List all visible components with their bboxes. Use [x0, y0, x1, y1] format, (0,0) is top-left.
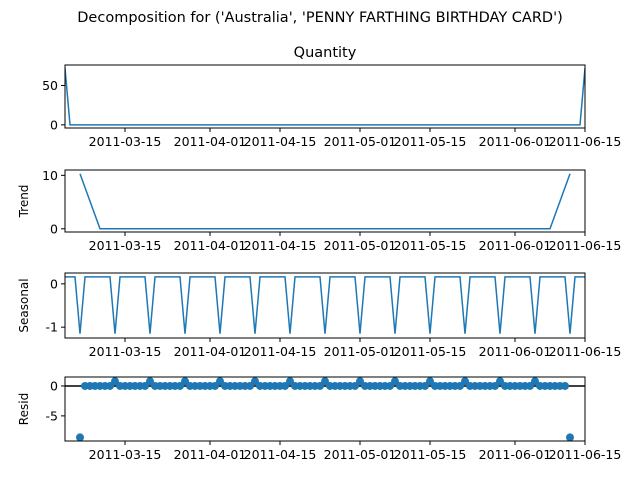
resid-point [111, 377, 119, 386]
plot-area [65, 276, 585, 334]
resid-point [316, 381, 324, 390]
subplot-3: Seasonal -1 0 2011-03-15 2011-04-012011-04-1… [17, 272, 622, 359]
resid-point [246, 381, 254, 390]
x-tick-label: 2011-05-01 [324, 447, 397, 462]
x-tick-label: 2011-04-01 [174, 344, 247, 359]
axes-frame [64, 272, 586, 339]
x-tick-label: 2011-06-01 [479, 447, 552, 462]
resid-point [286, 377, 294, 386]
y-axis-label: Resid [17, 393, 31, 425]
x-tick-label: 2011-05-01 [324, 134, 397, 149]
y-tick-label: 0 [50, 117, 58, 132]
resid-point [491, 381, 499, 390]
resid-point [281, 381, 289, 390]
y-tick-label: -1 [46, 320, 58, 335]
x-tick-label: 2011-06-15 [549, 344, 622, 359]
resid-point [531, 377, 539, 386]
resid-point [76, 433, 84, 442]
resid-point [141, 381, 149, 390]
resid-point [356, 377, 364, 386]
x-tick-label: 2011-04-01 [174, 238, 247, 253]
x-tick-label: 2011-04-01 [174, 447, 247, 462]
y-axis-label: Trend [17, 185, 31, 219]
resid-point [211, 381, 219, 390]
x-tick-label: 2011-04-15 [244, 447, 317, 462]
y-axis-label: Seasonal [17, 278, 31, 332]
resid-point [421, 381, 429, 390]
y-tick-label: 0 [50, 276, 58, 291]
series-line [79, 173, 571, 230]
resid-point [146, 377, 154, 386]
x-tick-label: 2011-04-01 [174, 134, 247, 149]
x-tick-label: 2011-05-15 [394, 238, 467, 253]
y-tick-label: 10 [42, 168, 58, 183]
axes-frame [64, 169, 586, 233]
resid-point [426, 377, 434, 386]
x-tick-label: 2011-05-01 [324, 344, 397, 359]
x-tick-label: 2011-05-01 [324, 238, 397, 253]
resid-point [386, 381, 394, 390]
resid-point [461, 377, 469, 386]
x-tick-label: 2011-05-15 [394, 344, 467, 359]
x-tick-label: 2011-04-15 [244, 134, 317, 149]
y-tick-label: -5 [46, 408, 58, 423]
resid-point [181, 377, 189, 386]
x-tick-label: 2011-06-15 [549, 447, 622, 462]
series-line [65, 68, 585, 126]
x-tick-label: 2011-06-15 [549, 238, 622, 253]
resid-point [216, 377, 224, 386]
y-tick-label: 0 [50, 221, 58, 236]
axes-frame [64, 64, 586, 129]
x-tick-label: 2011-06-01 [479, 344, 552, 359]
x-tick-label: 2011-04-15 [244, 344, 317, 359]
resid-point [251, 377, 259, 386]
resid-point [496, 377, 504, 386]
y-tick-label: 50 [42, 78, 58, 93]
x-tick-label: 2011-06-01 [479, 238, 552, 253]
axes-frame [64, 376, 586, 442]
subplot-1: Quantity 0 50 2011-03-15 2011-04-012011-04-1… [42, 45, 621, 149]
x-tick-label: 2011-03-15 [89, 134, 162, 149]
resid-point [106, 381, 114, 390]
resid-point [566, 433, 574, 442]
resid-point [321, 377, 329, 386]
x-tick-label: 2011-06-15 [549, 134, 622, 149]
resid-point [456, 381, 464, 390]
x-tick-label: 2011-05-15 [394, 447, 467, 462]
x-tick-label: 2011-05-15 [394, 134, 467, 149]
subplot-title: Quantity [294, 45, 357, 61]
x-tick-label: 2011-03-15 [89, 447, 162, 462]
resid-point [351, 381, 359, 390]
resid-point [561, 381, 569, 390]
plot-area [65, 68, 585, 126]
resid-point [526, 381, 534, 390]
resid-point [391, 377, 399, 386]
seasonal-line [65, 276, 585, 334]
y-tick-label: 0 [50, 378, 58, 393]
x-tick-label: 2011-04-15 [244, 238, 317, 253]
plot-area [79, 173, 571, 230]
resid-point [176, 381, 184, 390]
x-tick-label: 2011-03-15 [89, 344, 162, 359]
figure-suptitle: Decomposition for ('Australia', 'PENNY F… [77, 10, 562, 26]
x-tick-label: 2011-03-15 [89, 238, 162, 253]
x-tick-label: 2011-06-01 [479, 134, 552, 149]
